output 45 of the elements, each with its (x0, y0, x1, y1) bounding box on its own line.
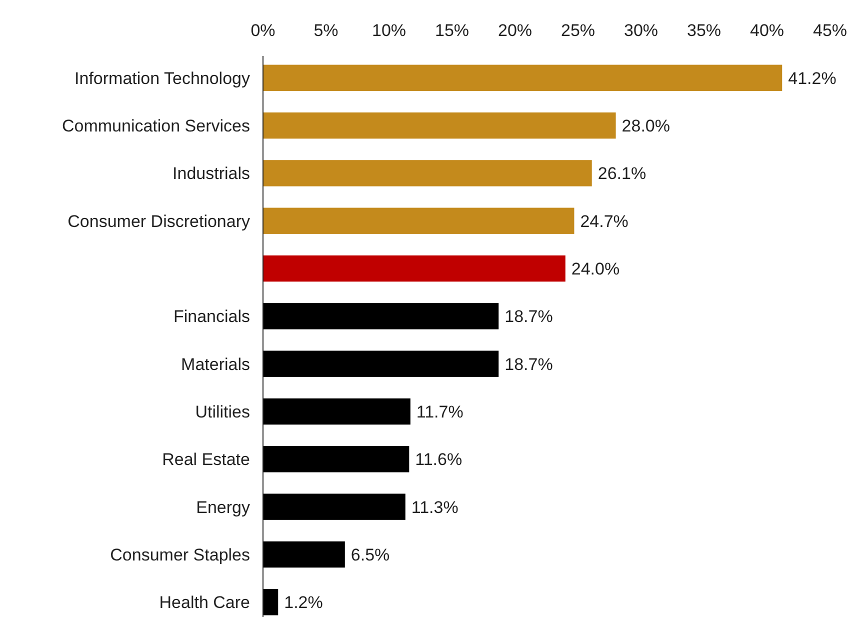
data-label: 11.7% (416, 402, 464, 422)
bar (263, 255, 566, 282)
x-tick-label: 15% (434, 21, 470, 40)
data-label: 11.3% (411, 498, 458, 517)
bar (263, 589, 278, 616)
x-tick-label: 5% (314, 21, 338, 40)
x-tick-label: 25% (560, 21, 596, 40)
bar (263, 303, 499, 330)
x-tick-label: 45% (812, 21, 848, 40)
y-tick-label: Utilities (195, 402, 250, 422)
y-tick-label: Industrials (172, 164, 250, 184)
bar (263, 208, 574, 234)
x-tick-label: 20% (498, 21, 532, 40)
bar (263, 112, 616, 139)
x-tick-label: 10% (372, 21, 406, 40)
bar (263, 64, 782, 91)
data-label: 28.0% (622, 116, 670, 136)
data-label: 41.2% (788, 68, 836, 88)
y-tick-label: Consumer Discretionary (68, 212, 250, 231)
data-label: 11.6% (415, 450, 462, 470)
bar (263, 160, 592, 186)
bar (263, 494, 406, 520)
data-label: 24.7% (580, 212, 628, 231)
bar (263, 541, 345, 568)
x-tick-label: 40% (750, 21, 784, 40)
y-tick-label: Energy (196, 498, 250, 517)
data-label: 1.2% (284, 593, 323, 612)
data-label: 26.1% (598, 164, 646, 184)
x-tick-label: 35% (686, 21, 722, 40)
y-tick-label: Materials (181, 354, 250, 374)
bar (263, 398, 410, 425)
bar (263, 446, 410, 472)
data-label: 18.7% (504, 307, 553, 326)
data-label: 6.5% (350, 545, 390, 564)
y-tick-label: Communication Services (62, 116, 250, 136)
x-tick-label: 30% (624, 21, 658, 40)
data-label: 18.7% (504, 354, 553, 374)
y-tick-label: Financials (173, 307, 250, 326)
y-tick-label: Health Care (159, 593, 250, 612)
x-tick-label: 0% (250, 21, 276, 40)
y-tick-label: Information Technology (74, 68, 250, 88)
y-tick-label: Real Estate (162, 450, 250, 470)
bar (263, 350, 499, 377)
y-tick-label: Consumer Staples (110, 545, 250, 564)
data-label: 24.0% (571, 259, 620, 278)
